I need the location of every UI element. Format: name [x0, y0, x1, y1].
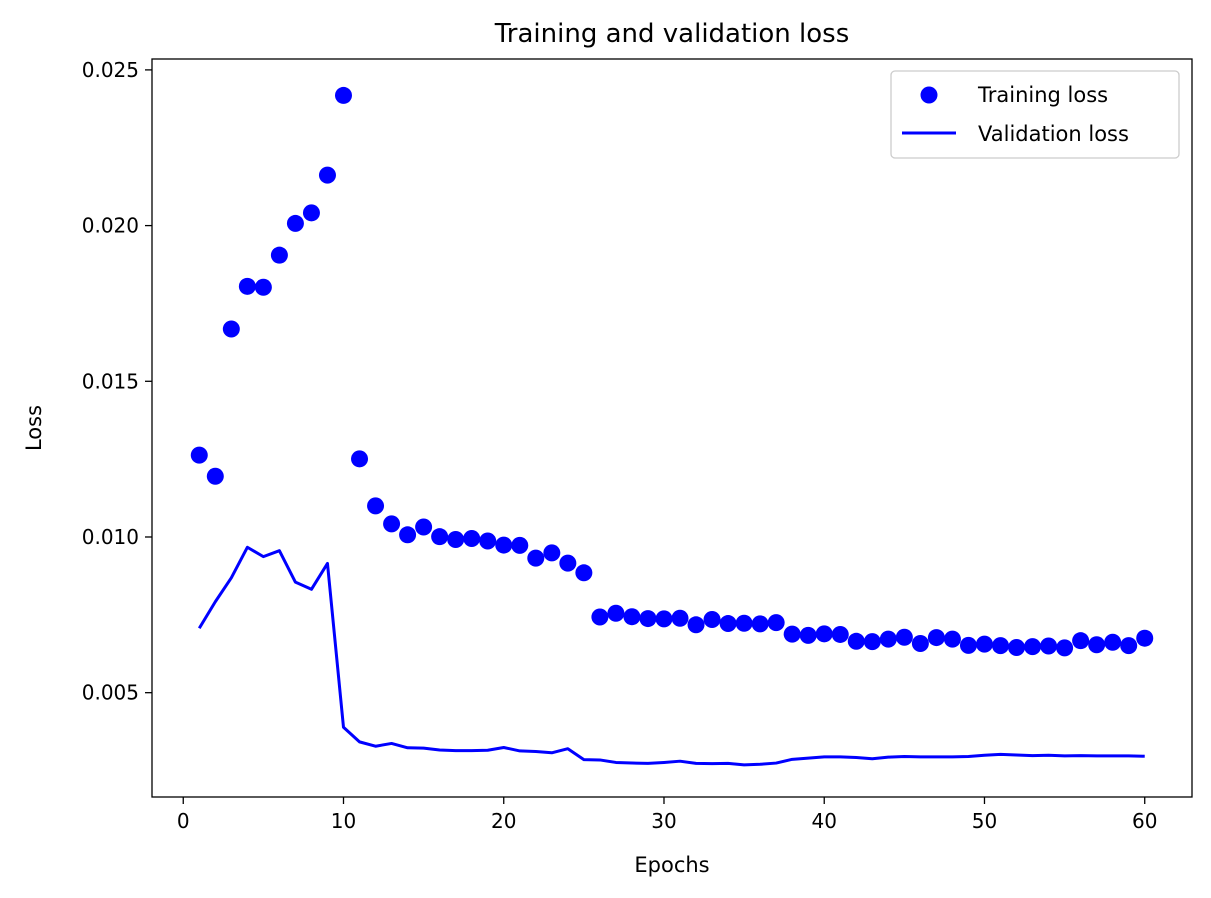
x-tick-label: 60 [1132, 809, 1157, 833]
data-point-training [527, 549, 545, 567]
series-line-validation [197, 545, 1145, 767]
data-point-training [302, 204, 320, 222]
data-point-training [479, 532, 497, 550]
data-point-training [799, 626, 817, 644]
data-point-training [943, 630, 961, 648]
data-point-training [1088, 636, 1106, 654]
data-point-training [863, 633, 881, 651]
y-tick-label: 0.010 [82, 525, 139, 549]
data-point-training [463, 530, 481, 548]
y-axis-label: Loss [22, 405, 46, 451]
x-tick-label: 50 [972, 809, 997, 833]
x-tick-label: 40 [812, 809, 837, 833]
data-point-training [831, 625, 849, 643]
data-point-training [703, 611, 721, 629]
data-point-training [655, 610, 673, 628]
data-point-training [959, 636, 977, 654]
data-point-training [927, 629, 945, 647]
data-point-training [415, 518, 433, 536]
data-point-training [1136, 629, 1154, 647]
data-point-training [270, 246, 288, 264]
data-point-training [431, 528, 449, 546]
data-point-training [783, 625, 801, 643]
data-point-training [575, 564, 593, 582]
y-tick-label: 0.025 [82, 58, 139, 82]
x-tick-label: 30 [651, 809, 676, 833]
data-point-training [591, 608, 609, 626]
data-point-training [975, 635, 993, 653]
legend-marker-training [920, 86, 938, 104]
x-tick-label: 10 [331, 809, 356, 833]
data-point-training [238, 277, 256, 295]
legend-label-validation: Validation loss [978, 122, 1129, 146]
data-point-training [206, 467, 224, 485]
data-point-training [911, 634, 929, 652]
data-point-training [447, 530, 465, 548]
legend-box [890, 70, 1180, 159]
data-point-training [767, 614, 785, 632]
data-point-training [511, 536, 529, 554]
legend-label-training: Training loss [977, 83, 1108, 107]
data-point-training [543, 544, 561, 562]
data-point-training [286, 214, 304, 232]
data-point-training [383, 515, 401, 533]
data-point-training [879, 630, 897, 648]
x-axis: 0 10 20 30 40 50 60 [177, 797, 1157, 833]
data-point-training [607, 604, 625, 622]
data-point-training [623, 608, 641, 626]
axes-frame [151, 58, 1193, 798]
data-point-training [1040, 637, 1058, 655]
data-point-training [318, 166, 336, 184]
data-point-training [735, 614, 753, 632]
data-point-training [1104, 633, 1122, 651]
data-point-training [992, 637, 1010, 655]
x-tick-label: 20 [491, 809, 516, 833]
data-point-training [1072, 632, 1090, 650]
data-point-training [1008, 639, 1026, 657]
data-point-training [719, 615, 737, 633]
data-point-training [351, 450, 369, 468]
y-tick-label: 0.015 [82, 369, 139, 393]
data-point-training [190, 446, 208, 464]
data-point-training [1024, 638, 1042, 656]
data-point-training [399, 526, 417, 544]
x-axis-label: Epochs [634, 853, 709, 877]
data-point-training [671, 609, 689, 627]
data-point-training [895, 628, 913, 646]
y-axis: 0.005 0.010 0.015 0.020 0.025 [82, 58, 152, 705]
data-point-training [559, 554, 577, 572]
data-point-training [367, 497, 385, 515]
data-point-training [1056, 639, 1074, 657]
data-point-training [1120, 637, 1138, 655]
data-point-training [639, 610, 657, 628]
data-point-training [254, 278, 272, 296]
data-point-training [687, 616, 705, 634]
data-point-training [495, 536, 513, 554]
chart-title: Training and validation loss [494, 19, 850, 49]
data-point-training [847, 632, 865, 650]
data-point-training [334, 86, 352, 104]
y-tick-label: 0.020 [82, 214, 139, 238]
data-point-training [222, 320, 240, 338]
legend: Training loss Validation loss [890, 70, 1180, 159]
data-point-training [815, 625, 833, 643]
x-tick-label: 0 [177, 809, 190, 833]
data-point-training [751, 615, 769, 633]
y-tick-label: 0.005 [82, 681, 139, 705]
plot-area [190, 86, 1154, 767]
